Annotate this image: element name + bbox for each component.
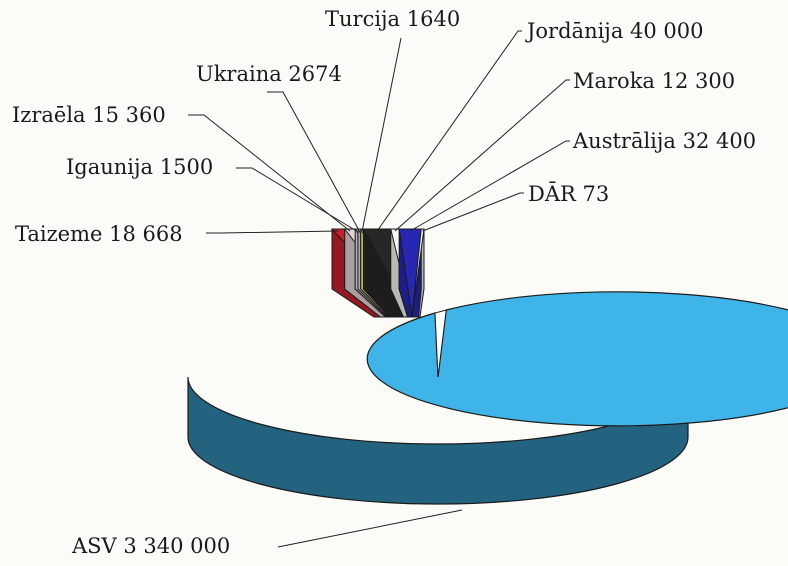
label-taizeme: Taizeme 18 668 xyxy=(15,222,183,246)
label-igaunija-leader xyxy=(236,167,357,232)
label-jordanija-leader xyxy=(376,30,522,232)
label-taizeme-leader xyxy=(206,230,339,234)
label-asv: ASV 3 340 000 xyxy=(71,534,230,558)
label-australija-leader xyxy=(409,140,570,232)
label-igaunija: Igaunija 1500 xyxy=(66,155,213,179)
pie-slice-asv-side xyxy=(187,376,689,505)
label-maroka: Maroka 12 300 xyxy=(573,69,735,93)
pie-slice-asv xyxy=(366,291,788,427)
label-dar-leader xyxy=(422,192,524,232)
label-ukraina-leader xyxy=(267,91,360,232)
label-maroka-leader xyxy=(394,79,570,232)
label-jordanija: Jordānija 40 000 xyxy=(525,19,704,43)
label-australija: Austrālija 32 400 xyxy=(572,129,756,153)
pie-slice-dar xyxy=(411,228,425,318)
label-ukraina: Ukraina 2674 xyxy=(196,62,342,86)
label-dar: DĀR 73 xyxy=(528,182,609,206)
label-asv-leader xyxy=(277,509,463,548)
pie-notch xyxy=(434,309,447,378)
label-izraela-leader xyxy=(188,114,351,232)
label-turcija-leader xyxy=(361,37,402,232)
label-turcija: Turcija 1640 xyxy=(325,7,460,31)
label-izraela: Izraēla 15 360 xyxy=(12,103,166,127)
